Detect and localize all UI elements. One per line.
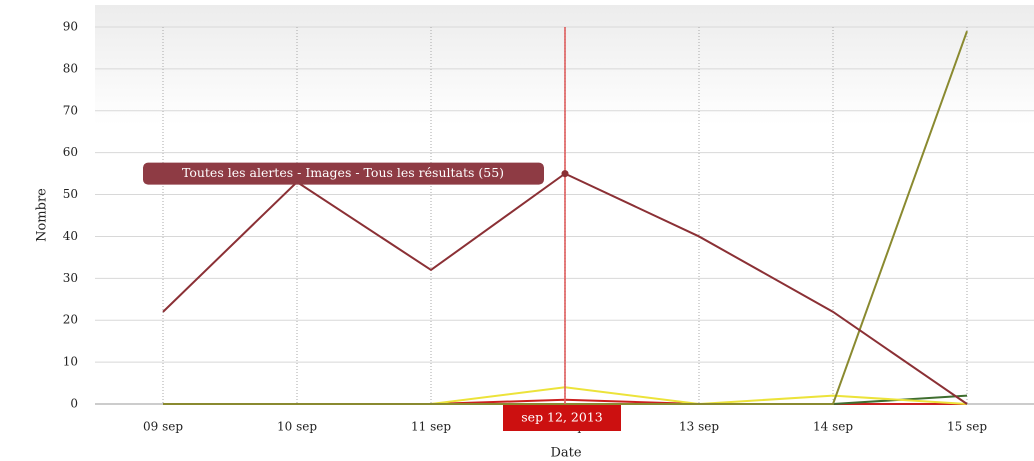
- x-tick-label: 13 sep: [679, 420, 719, 434]
- y-tick-label: 60: [63, 145, 78, 159]
- y-tick-label: 10: [63, 355, 78, 369]
- crosshair-label-box: [503, 405, 621, 431]
- x-tick-label: 10 sep: [277, 420, 317, 434]
- y-tick-label: 20: [63, 313, 78, 327]
- crosshair-label: sep 12, 2013: [521, 410, 602, 425]
- y-tick-label: 80: [63, 61, 78, 75]
- y-tick-label: 70: [63, 103, 78, 117]
- x-tick-label: 09 sep: [143, 420, 183, 434]
- y-tick-label: 30: [63, 271, 78, 285]
- x-tick-label: 14 sep: [813, 420, 853, 434]
- y-axis-label: Nombre: [35, 188, 50, 242]
- y-tick-label: 0: [70, 397, 78, 411]
- y-tick-label: 90: [63, 20, 78, 34]
- hover-point: [561, 170, 569, 178]
- x-axis-label: Date: [550, 446, 581, 461]
- tooltip: Toutes les alertes - Images - Tous les r…: [182, 165, 504, 180]
- x-tick-label: 11 sep: [411, 420, 451, 434]
- y-tick-label: 50: [63, 187, 78, 201]
- x-tick-label: 15 sep: [947, 420, 987, 434]
- tooltip-box: [143, 162, 544, 185]
- y-tick-label: 40: [63, 229, 78, 243]
